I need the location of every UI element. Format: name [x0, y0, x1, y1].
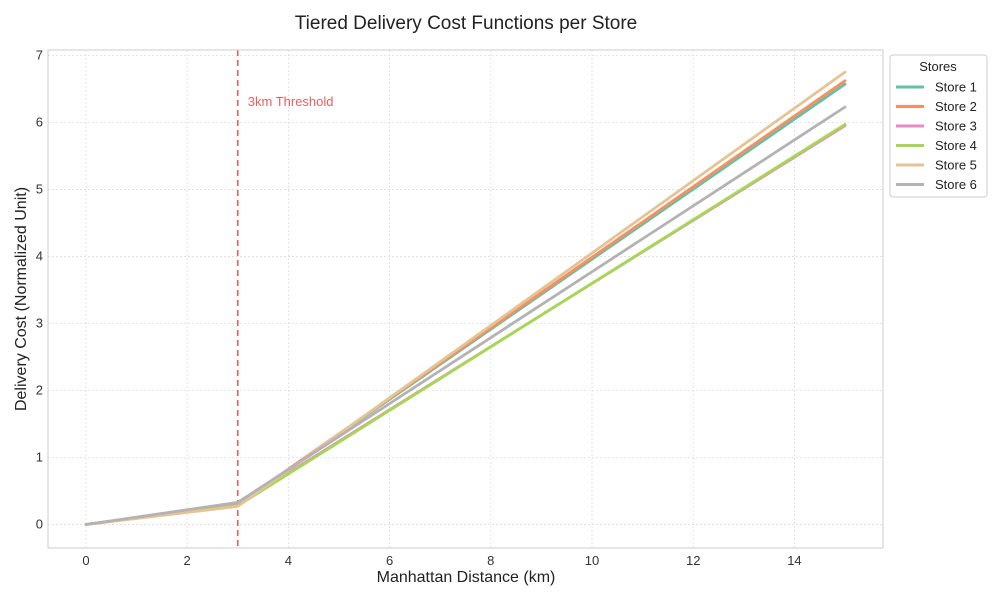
- x-tick-layer: 0 2 4 6 8 10 12 14: [82, 553, 801, 568]
- y-tick-label: 6: [36, 114, 43, 129]
- x-tick-label: 8: [487, 553, 494, 568]
- grid-layer: [48, 50, 883, 548]
- y-tick-label: 2: [36, 382, 43, 397]
- series-line-store-5: [84, 70, 847, 526]
- series-line-store-4: [84, 123, 847, 526]
- y-tick-label: 3: [36, 315, 43, 330]
- legend-label-store-4: Store 4: [935, 138, 977, 153]
- x-tick-label: 2: [184, 553, 191, 568]
- x-tick-label: 10: [585, 553, 599, 568]
- series-line-store-2: [84, 79, 847, 526]
- legend-label-store-1: Store 1: [935, 80, 977, 95]
- legend-box: [889, 54, 988, 198]
- legend-label-store-2: Store 2: [935, 99, 977, 114]
- y-tick-label: 5: [36, 181, 43, 196]
- x-axis-label: Manhattan Distance (km): [377, 569, 556, 586]
- x-tick-label: 12: [686, 553, 700, 568]
- x-tick-label: 0: [82, 553, 89, 568]
- legend-label-store-3: Store 3: [935, 119, 977, 134]
- y-tick-layer: 0 1 2 3 4 5 6 7: [36, 47, 43, 531]
- series-line-store-6: [84, 105, 847, 526]
- plot-frame: [47, 49, 884, 549]
- x-tick-label: 6: [386, 553, 393, 568]
- chart-title: Tiered Delivery Cost Functions per Store: [295, 13, 637, 34]
- legend-items: Store 1 Store 2 Store 3 Store 4 Store 5 Store…: [896, 80, 977, 192]
- y-tick-label: 1: [36, 450, 43, 465]
- legend-label-store-6: Store 6: [935, 177, 977, 192]
- x-tick-label: 4: [285, 553, 292, 568]
- y-axis-label: Delivery Cost (Normalized Unit): [13, 187, 30, 411]
- series-line-store-3: [84, 124, 847, 526]
- y-tick-label: 7: [36, 47, 43, 62]
- y-tick-label: 0: [36, 517, 43, 532]
- x-tick-label: 14: [787, 553, 801, 568]
- y-tick-label: 4: [36, 248, 43, 263]
- legend-label-store-5: Store 5: [935, 158, 977, 173]
- series-line-store-1: [84, 82, 847, 526]
- series-layer: [84, 70, 847, 526]
- threshold-layer: 3km Threshold: [236, 50, 334, 548]
- legend-title: Stores: [919, 59, 957, 74]
- threshold-label: 3km Threshold: [248, 94, 334, 109]
